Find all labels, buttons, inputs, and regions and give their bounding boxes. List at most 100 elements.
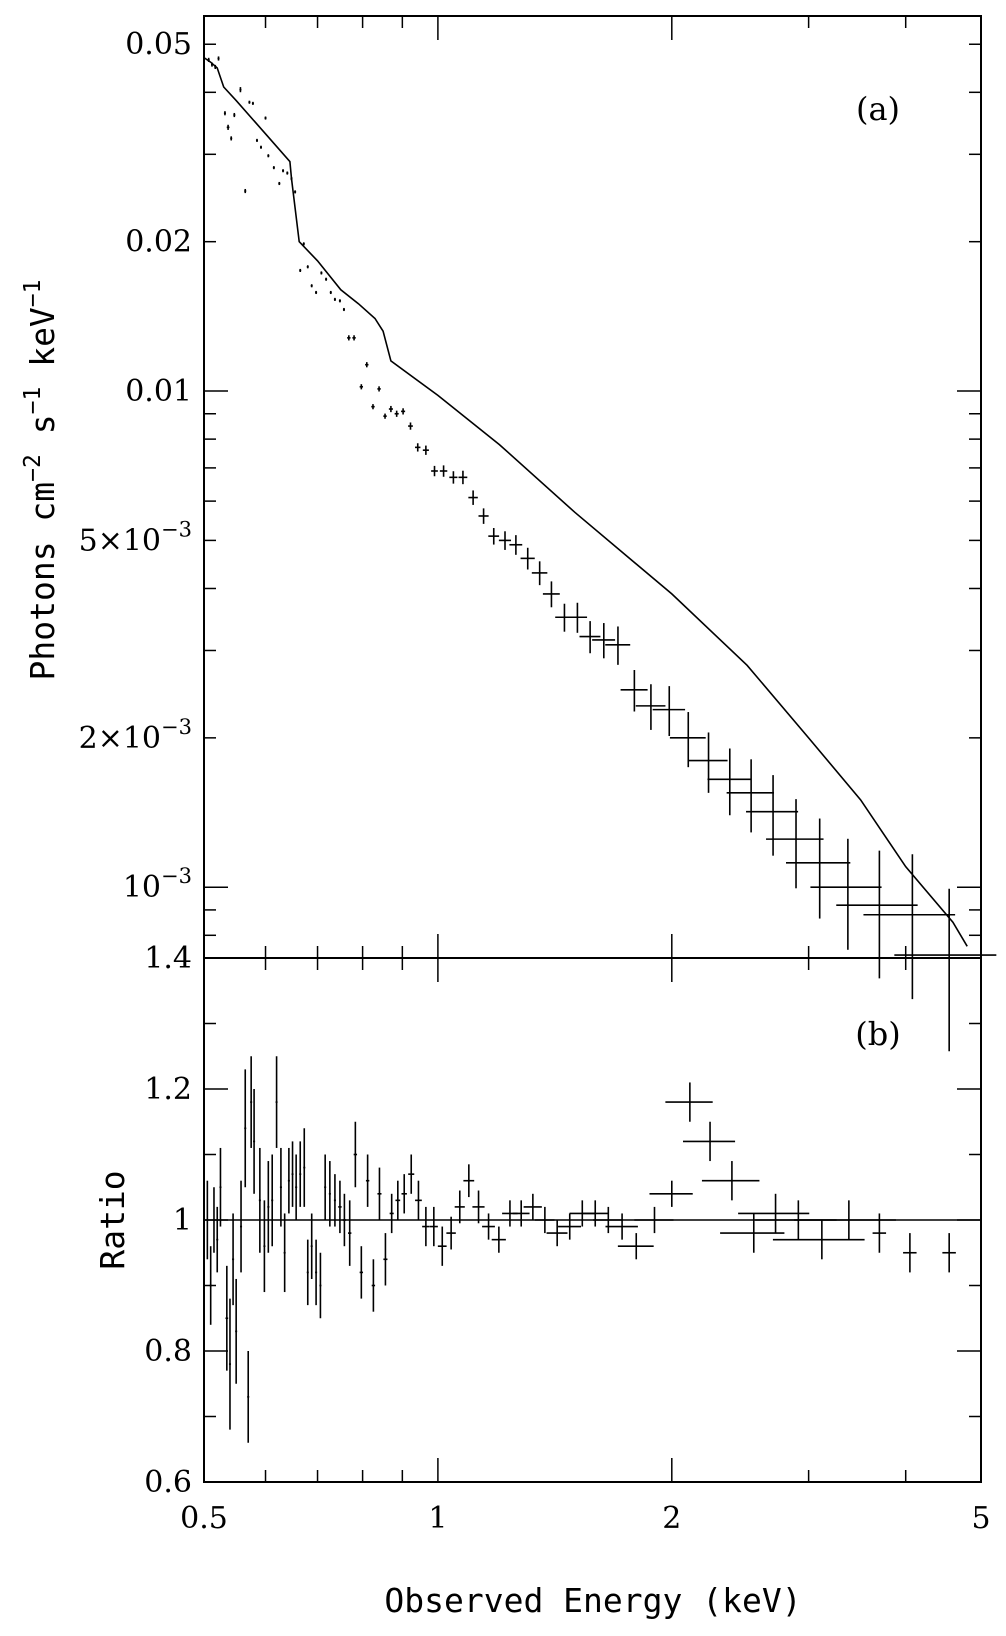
- ratio-point: [275, 1056, 278, 1148]
- data-point: [415, 443, 421, 452]
- ratio-point: [303, 1128, 306, 1207]
- data-point: [422, 445, 429, 455]
- data-point: [365, 362, 369, 368]
- ratio-point: [523, 1193, 542, 1220]
- panel-a: 0.05 0.02 0.01 5×10−3 2×10−3 10−3 (a) Photons…: [20, 15, 997, 1052]
- data-point: [707, 748, 751, 816]
- ratio-point: [250, 1056, 253, 1148]
- data-point: [863, 854, 956, 1000]
- panel-b-ylabel: Ratio: [93, 1170, 132, 1269]
- ratio-point: [534, 1206, 555, 1234]
- data-point: [214, 64, 217, 70]
- ratio-point: [408, 1154, 415, 1194]
- ratio-point: [258, 1147, 261, 1253]
- data-point: [439, 465, 448, 477]
- data-point: [766, 799, 824, 889]
- ratio-point: [235, 1278, 238, 1384]
- data-point: [567, 602, 588, 633]
- ratio-point: [216, 1206, 219, 1273]
- data-point: [401, 408, 406, 415]
- ratio-point: [291, 1141, 294, 1207]
- data-point: [315, 290, 318, 295]
- data-point: [248, 100, 251, 104]
- ratio-point: [422, 1206, 430, 1247]
- data-point: [394, 410, 399, 417]
- ratio-point: [253, 1089, 256, 1194]
- ratio-point: [512, 1200, 530, 1227]
- panel-a-label: (a): [856, 90, 900, 128]
- panel-a-ticks: [204, 16, 981, 958]
- model-line: [203, 56, 968, 947]
- data-point: [207, 57, 210, 62]
- data-point: [352, 335, 356, 341]
- ratio-point: [383, 1233, 388, 1286]
- y-tick-label: 1.4: [144, 941, 192, 976]
- y-tick-label: 0.6: [144, 1465, 192, 1500]
- y-tick-label: 10−3: [123, 864, 192, 905]
- data-point: [488, 528, 500, 545]
- data-point: [408, 422, 413, 430]
- x-tick-label: 0.5: [180, 1501, 228, 1536]
- data-point: [264, 116, 267, 120]
- data-point: [620, 670, 648, 712]
- ratio-point: [271, 1154, 274, 1247]
- panel-b-points: [206, 1056, 956, 1443]
- data-point: [333, 297, 336, 301]
- data-point: [388, 405, 393, 413]
- data-point: [726, 759, 774, 833]
- ratio-point: [319, 1252, 322, 1319]
- ratio-point: [328, 1161, 331, 1227]
- data-point: [478, 508, 489, 524]
- ratio-point: [446, 1216, 456, 1250]
- data-point: [786, 818, 851, 919]
- data-point: [810, 838, 882, 950]
- data-point: [329, 290, 332, 295]
- ratio-point: [232, 1213, 235, 1306]
- ratio-point: [429, 1206, 438, 1247]
- data-point: [347, 335, 351, 341]
- ratio-point: [415, 1180, 422, 1220]
- data-point: [259, 145, 263, 149]
- data-point: [468, 490, 478, 505]
- ratio-point: [315, 1239, 318, 1306]
- ratio-point: [333, 1174, 336, 1227]
- data-point: [605, 626, 631, 665]
- ratio-point: [206, 1180, 209, 1260]
- data-point: [449, 471, 458, 484]
- data-point: [282, 169, 285, 173]
- x-axis-title: Observed Energy (keV): [384, 1581, 801, 1620]
- data-point: [239, 87, 242, 93]
- ratio-point: [437, 1226, 447, 1266]
- data-point: [278, 181, 281, 186]
- data-point: [635, 684, 666, 730]
- y-tick-label: 0.02: [125, 225, 192, 260]
- ratio-point: [228, 1298, 231, 1430]
- ratio-point: [720, 1213, 785, 1253]
- y-tick-label: 0.8: [144, 1334, 192, 1369]
- ratio-point: [395, 1180, 401, 1220]
- ratio-point: [634, 1206, 674, 1234]
- ratio-point: [665, 1082, 713, 1122]
- data-point: [226, 124, 230, 130]
- ratio-point: [772, 1220, 865, 1260]
- y-tick-label: 0.01: [125, 374, 192, 409]
- data-point: [377, 386, 381, 392]
- data-point: [520, 547, 535, 570]
- data-point: [359, 384, 364, 390]
- ratio-point: [310, 1213, 313, 1279]
- ratio-point: [359, 1246, 364, 1299]
- panel-b-label: (b): [855, 1015, 900, 1053]
- y-tick-label: 5×10−3: [79, 517, 192, 558]
- y-tick-label: 0.05: [125, 27, 192, 62]
- data-point: [286, 171, 289, 175]
- y-tick-label: 1.2: [144, 1072, 192, 1107]
- data-point: [251, 101, 254, 105]
- ratio-point: [240, 1180, 243, 1273]
- data-point: [290, 177, 293, 181]
- data-point: [325, 277, 328, 281]
- ratio-point: [353, 1121, 358, 1188]
- ratio-point: [389, 1193, 394, 1234]
- x-tick-label: 5: [971, 1501, 990, 1536]
- ratio-point: [593, 1206, 623, 1234]
